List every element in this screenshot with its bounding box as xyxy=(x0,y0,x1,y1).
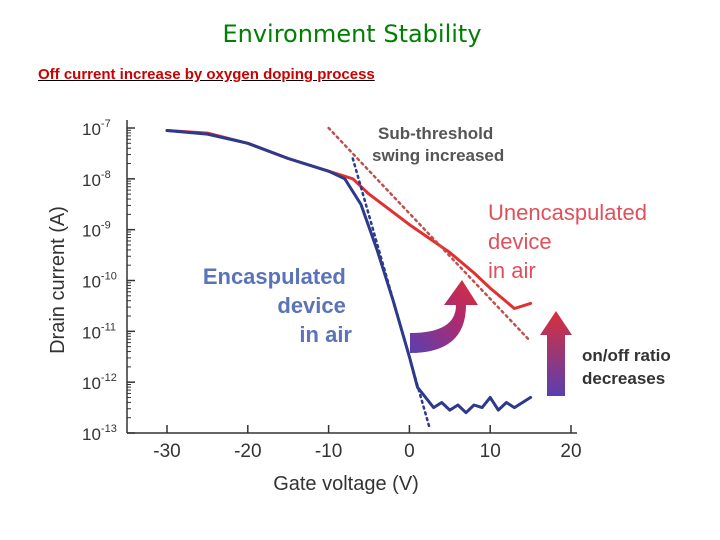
slide-title: Environment Stability xyxy=(222,20,482,48)
annotation-subthreshold: Sub-threshold swing increased xyxy=(372,124,504,165)
y-tick-label: 10-7 xyxy=(82,118,111,139)
series-3-line xyxy=(351,157,431,430)
up-arrow-icon xyxy=(540,311,572,396)
y-axis-title: Drain current (A) xyxy=(47,206,69,354)
annotation-onoff-ratio: on/off ratio decreases xyxy=(582,346,676,388)
y-tick-label: 10-12 xyxy=(82,372,117,393)
annotation-unencapsulated: Unencaspulated device in air xyxy=(488,200,653,283)
x-tick-label: -30 xyxy=(153,441,180,462)
curved-up-arrow-icon xyxy=(410,280,478,353)
y-tick-label: 10-11 xyxy=(82,321,116,342)
y-tick-label: 10-10 xyxy=(82,271,117,292)
series-1-line xyxy=(165,129,533,415)
x-tick-label: 10 xyxy=(480,441,501,462)
x-tick-label: 0 xyxy=(404,441,415,462)
series-layer xyxy=(165,126,533,430)
y-tick-label: 10-9 xyxy=(82,220,111,241)
slide-subtitle: Off current increase by oxygen doping pr… xyxy=(38,66,375,83)
y-ticks: 10-7 10-8 10-9 10-10 10-11 10-12 10-13 xyxy=(82,118,135,444)
x-axis-title: Gate voltage (V) xyxy=(273,473,419,495)
x-ticks: -30 -20 -10 0 10 20 xyxy=(153,425,582,462)
annotation-encapsulated: Encaspulated device in air xyxy=(203,264,353,347)
series-2-line xyxy=(327,126,532,343)
x-tick-label: -20 xyxy=(234,441,261,462)
x-tick-label: -10 xyxy=(315,441,342,462)
x-tick-label: 20 xyxy=(560,441,581,462)
y-tick-label: 10-8 xyxy=(82,169,111,190)
y-tick-label: 10-13 xyxy=(82,423,117,444)
